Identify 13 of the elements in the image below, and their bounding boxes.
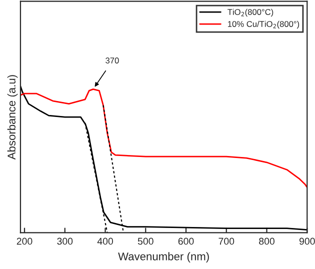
y-axis-title: Absorbance (a.u)	[7, 75, 18, 160]
x-tick-label: 900	[299, 238, 315, 245]
x-tick-label: 800	[259, 238, 274, 245]
x-tick-label: 500	[138, 238, 154, 245]
x-tick-label: 700	[218, 238, 234, 245]
x-tick-label: 300	[57, 238, 73, 245]
x-axis-title: Wavenumber (nm)	[118, 252, 209, 263]
x-tick-label: 200	[16, 238, 32, 245]
legend-label: 10% Cu/TiO$_{2}$(800°)	[228, 20, 300, 29]
x-tick-label: 600	[178, 238, 194, 245]
legend-label: TiO$_{2}$(800°C)	[228, 8, 274, 17]
x-tick-label: 400	[97, 238, 113, 245]
annotation: 370	[106, 58, 119, 64]
